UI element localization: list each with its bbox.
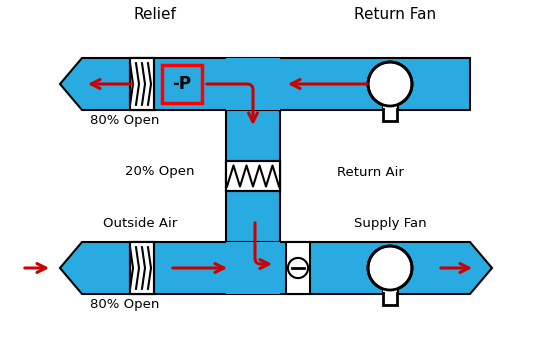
Bar xyxy=(130,242,154,294)
Text: Outside Air: Outside Air xyxy=(103,217,177,230)
Bar xyxy=(383,268,396,292)
Wedge shape xyxy=(368,62,412,106)
Circle shape xyxy=(288,258,308,278)
Text: 80% Open: 80% Open xyxy=(90,298,160,311)
Bar xyxy=(226,58,280,110)
Bar xyxy=(130,242,154,294)
Bar xyxy=(383,84,396,108)
Text: Relief: Relief xyxy=(133,7,177,22)
Text: Supply Fan: Supply Fan xyxy=(354,217,426,230)
Wedge shape xyxy=(368,246,412,290)
Polygon shape xyxy=(60,242,492,294)
Bar xyxy=(383,290,396,306)
Text: 20% Open: 20% Open xyxy=(125,165,195,178)
Bar xyxy=(162,65,202,103)
Text: Return Fan: Return Fan xyxy=(354,7,436,22)
Bar xyxy=(226,161,280,191)
Bar xyxy=(383,106,396,121)
Bar xyxy=(130,58,154,110)
Bar xyxy=(226,161,280,191)
Bar xyxy=(226,110,280,242)
Text: 80% Open: 80% Open xyxy=(90,114,160,127)
Polygon shape xyxy=(60,58,470,110)
Bar xyxy=(286,242,310,294)
Bar xyxy=(130,58,154,110)
Text: -P: -P xyxy=(172,75,192,93)
Bar xyxy=(226,242,280,294)
Text: Return Air: Return Air xyxy=(336,165,403,178)
